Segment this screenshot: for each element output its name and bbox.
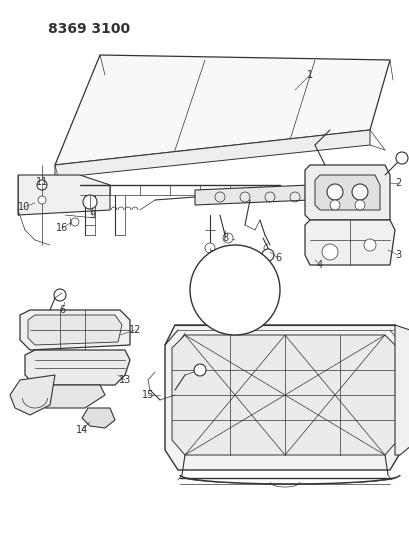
- Polygon shape: [82, 408, 115, 428]
- Polygon shape: [55, 55, 389, 165]
- Polygon shape: [28, 315, 122, 345]
- Text: 2: 2: [394, 178, 400, 188]
- Circle shape: [329, 200, 339, 210]
- Polygon shape: [25, 350, 130, 385]
- Text: 7: 7: [208, 250, 215, 260]
- Circle shape: [321, 244, 337, 260]
- Polygon shape: [314, 175, 379, 210]
- Circle shape: [71, 218, 79, 226]
- Text: 3: 3: [394, 250, 400, 260]
- Circle shape: [326, 184, 342, 200]
- Polygon shape: [304, 165, 389, 220]
- Text: 6: 6: [59, 305, 65, 315]
- Polygon shape: [10, 375, 55, 415]
- Text: 16: 16: [56, 223, 68, 233]
- Circle shape: [83, 195, 97, 209]
- Text: 6: 6: [274, 253, 281, 263]
- Polygon shape: [172, 335, 397, 455]
- Polygon shape: [304, 220, 394, 265]
- Polygon shape: [40, 385, 105, 408]
- Polygon shape: [20, 310, 130, 350]
- Text: 5: 5: [231, 325, 238, 335]
- Circle shape: [37, 180, 47, 190]
- Polygon shape: [164, 325, 404, 470]
- Circle shape: [204, 243, 214, 253]
- Circle shape: [232, 315, 243, 325]
- Polygon shape: [394, 325, 409, 455]
- Circle shape: [54, 289, 66, 301]
- Text: 10: 10: [18, 202, 30, 212]
- Circle shape: [261, 249, 273, 261]
- Circle shape: [189, 245, 279, 335]
- Polygon shape: [195, 185, 309, 205]
- Circle shape: [395, 152, 407, 164]
- Text: 15: 15: [142, 390, 154, 400]
- Text: 8369 3100: 8369 3100: [48, 22, 130, 36]
- Circle shape: [354, 200, 364, 210]
- Circle shape: [193, 364, 205, 376]
- Polygon shape: [18, 175, 110, 215]
- Circle shape: [222, 233, 232, 243]
- Text: 9: 9: [89, 210, 95, 220]
- Circle shape: [38, 196, 46, 204]
- Circle shape: [363, 239, 375, 251]
- Text: 14: 14: [76, 425, 88, 435]
- Text: 11: 11: [36, 177, 48, 187]
- Text: 13: 13: [119, 375, 131, 385]
- Text: 12: 12: [128, 325, 141, 335]
- Text: 1: 1: [306, 70, 312, 80]
- Text: 4: 4: [316, 260, 322, 270]
- Text: 8: 8: [221, 233, 227, 243]
- Circle shape: [351, 184, 367, 200]
- Polygon shape: [55, 130, 369, 178]
